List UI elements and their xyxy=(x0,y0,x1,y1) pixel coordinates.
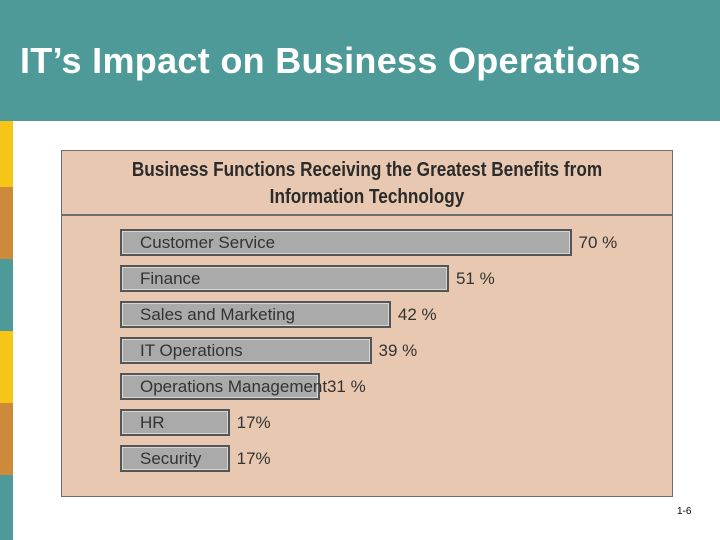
bar-value-label: 51 % xyxy=(455,269,495,288)
chart-title: Business Functions Receiving the Greates… xyxy=(62,157,672,212)
slide-number: 1-6 xyxy=(677,506,692,517)
bar xyxy=(120,301,391,328)
bar-value-label: 31 % xyxy=(326,377,366,396)
stripe-segment-teal xyxy=(0,475,13,540)
bar xyxy=(120,373,320,400)
bar-category-label: IT Operations xyxy=(140,341,243,360)
bar-value-label: 39 % xyxy=(378,341,418,360)
stripe-segment-orange xyxy=(0,187,13,259)
bar-category-label: HR xyxy=(140,413,165,432)
bar-category-label: Security xyxy=(140,449,202,468)
bar xyxy=(120,337,372,364)
bar-value-label: 70 % xyxy=(578,233,618,252)
bar xyxy=(120,409,230,436)
bar-value-label: 17% xyxy=(236,413,271,432)
stripe-segment-gold xyxy=(0,121,13,187)
stripe-segment-teal xyxy=(0,259,13,331)
bar-category-label: Sales and Marketing xyxy=(140,305,295,324)
slide-header: IT’s Impact on Business Operations xyxy=(0,0,720,121)
bar-category-label: Customer Service xyxy=(140,233,276,252)
stripe-segment-gold xyxy=(0,331,13,403)
chart-title-line: Business Functions Receiving the Greates… xyxy=(131,159,603,181)
stripe-segment-orange xyxy=(0,403,13,475)
bar xyxy=(120,445,230,472)
title-divider xyxy=(62,214,672,216)
bar-value-label: 42 % xyxy=(397,305,437,324)
bar xyxy=(120,229,572,256)
chart-title-line: Information Technology xyxy=(269,186,465,208)
bar-category-label: Operations Management xyxy=(140,377,328,396)
bar-chart: Business Functions Receiving the Greates… xyxy=(61,150,673,497)
bar-category-label: Finance xyxy=(140,269,201,288)
slide-title: IT’s Impact on Business Operations xyxy=(20,40,642,81)
bar xyxy=(120,265,449,292)
bar-value-label: 17% xyxy=(236,449,271,468)
